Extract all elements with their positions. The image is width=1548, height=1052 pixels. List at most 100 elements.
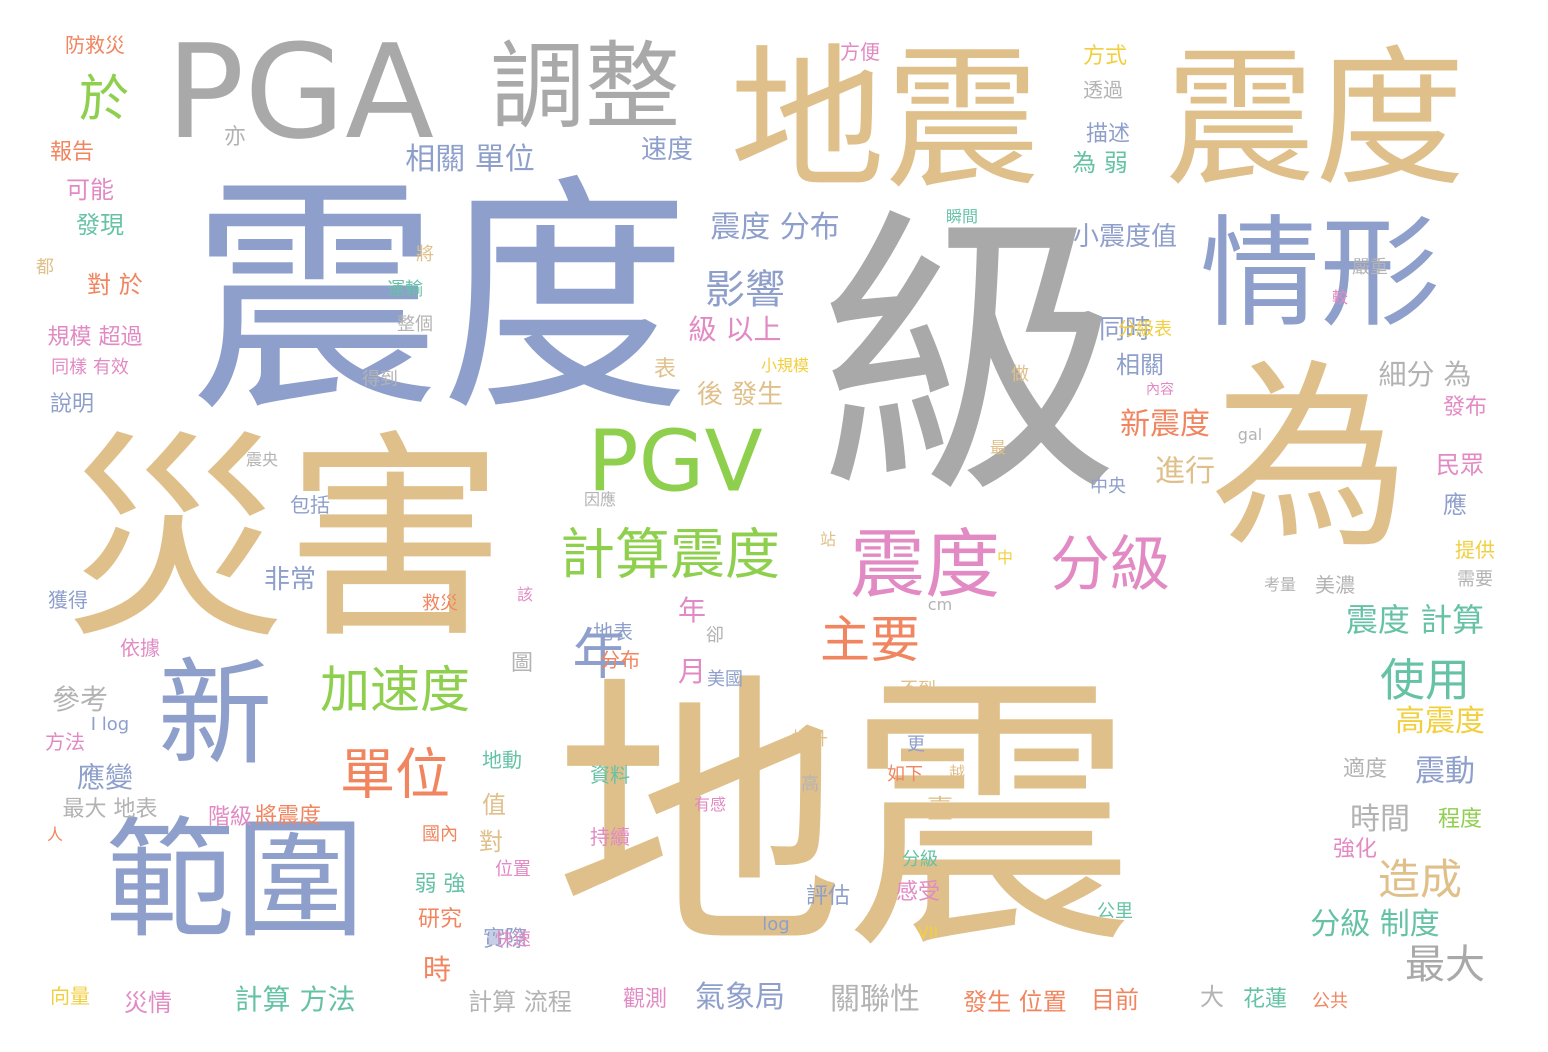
cloud-word: 最大 地表 xyxy=(62,797,158,822)
cloud-word: 非常 xyxy=(263,565,317,595)
cloud-word: 可能 xyxy=(66,176,114,204)
cloud-word: 單位 xyxy=(339,742,451,807)
cloud-word: 民眾 xyxy=(1436,451,1484,479)
cloud-word: 強化 xyxy=(1332,837,1378,862)
cloud-word: gal xyxy=(1237,425,1263,444)
cloud-word: 該 xyxy=(516,585,534,604)
cloud-word: 發布 xyxy=(1442,395,1488,420)
cloud-word: 防救災 xyxy=(65,33,125,57)
cloud-word: 對 於 xyxy=(87,271,143,299)
cloud-word: PGV xyxy=(587,412,763,512)
cloud-word: 依據 xyxy=(120,636,160,660)
cloud-word: 相關 xyxy=(1116,351,1164,379)
cloud-word: 調整 xyxy=(489,32,681,143)
cloud-word: 方便 xyxy=(840,40,880,64)
cloud-word: 高震度 xyxy=(1395,704,1485,739)
cloud-word: 應變 xyxy=(76,761,134,794)
cloud-word: 透過 xyxy=(1083,78,1123,102)
cloud-word: 報告 xyxy=(49,140,95,165)
cloud-word: I log xyxy=(90,714,130,735)
cloud-word: 適度 xyxy=(1342,757,1388,782)
cloud-word: 加速度 xyxy=(320,661,470,719)
cloud-word: 應 xyxy=(1443,491,1467,519)
cloud-word: 如下 xyxy=(887,764,923,785)
cloud-word: 觀測 xyxy=(622,987,668,1012)
cloud-word: 關聯性 xyxy=(830,982,920,1017)
cloud-word: 於 xyxy=(71,72,129,122)
cloud-word: 公里 xyxy=(1097,901,1133,922)
cloud-word: 震央 xyxy=(245,450,279,469)
cloud-word: 速度 xyxy=(640,135,694,165)
cloud-word: 為 xyxy=(1209,343,1411,576)
cloud-word: 災情 xyxy=(124,989,172,1017)
cloud-word: 級 xyxy=(820,185,1120,534)
cloud-word: 時 xyxy=(422,953,452,986)
cloud-word: 新 xyxy=(157,647,273,782)
cloud-word: 臺 xyxy=(926,795,954,825)
cloud-word: 震度 xyxy=(190,154,690,445)
cloud-word: 國內 xyxy=(422,824,458,845)
cloud-word: 最 xyxy=(989,438,1007,457)
cloud-word: 弱 強 xyxy=(414,872,466,897)
cloud-word: 災害 xyxy=(64,412,506,668)
cloud-word: 花蓮 xyxy=(1242,987,1288,1012)
cloud-word: 分級 xyxy=(902,849,938,870)
cloud-word: 使用 xyxy=(1379,653,1471,707)
cloud-word: 包括 xyxy=(290,493,330,517)
cloud-word: 震度 分布 xyxy=(710,210,840,245)
cloud-word: 分級表 xyxy=(1118,319,1172,340)
cloud-word: 造成 xyxy=(1377,855,1463,904)
cloud-word: 計算 方法 xyxy=(234,983,356,1016)
cloud-word: 人 xyxy=(46,825,64,844)
cloud-word: 方法 xyxy=(45,730,85,754)
cloud-word: 級 以上 xyxy=(688,313,782,346)
cloud-word: 為 弱 xyxy=(1072,149,1128,177)
cloud-word: 計算震度 xyxy=(559,522,781,587)
cloud-word: 參考 xyxy=(51,683,109,716)
cloud-word: 位置 xyxy=(495,859,531,880)
cloud-word: 資料 xyxy=(590,763,630,787)
cloud-word: 發現 xyxy=(76,211,124,239)
cloud-word: 亦 xyxy=(223,125,247,150)
cloud-word: 相關 單位 xyxy=(405,142,535,177)
cloud-word: 感受 xyxy=(895,880,941,905)
cloud-word: 範圍 xyxy=(104,804,366,956)
cloud-word: 分級 制度 xyxy=(1310,907,1440,942)
cloud-word: 後 發生 xyxy=(696,380,784,410)
cloud-word: 年 xyxy=(572,622,628,687)
cloud-word: 震度 xyxy=(849,520,1001,609)
cloud-word: 站 xyxy=(819,530,837,549)
cloud-word: 細分 為 xyxy=(1378,358,1472,391)
cloud-word: 將震度 xyxy=(254,804,322,829)
cloud-word: 更 xyxy=(907,734,925,755)
cloud-word: 震動 xyxy=(1415,754,1475,789)
cloud-word: 分級 xyxy=(1050,530,1170,600)
cloud-word: 規模 超過 xyxy=(47,325,143,350)
cloud-word: 越 xyxy=(948,763,966,782)
cloud-word: PGA xyxy=(165,16,435,168)
cloud-word: 將 xyxy=(416,244,434,265)
cloud-word: 瞬間 xyxy=(945,207,979,226)
cloud-word: 獲得 xyxy=(48,588,88,612)
cloud-word: 分布 xyxy=(600,648,640,672)
cloud-word: 美國 xyxy=(707,669,743,690)
cloud-word: 公共 xyxy=(1312,991,1348,1012)
cloud-word: 提供 xyxy=(1455,538,1495,562)
cloud-word: 都 xyxy=(36,257,54,278)
cloud-word: cm xyxy=(927,595,953,614)
cloud-word: 程度 xyxy=(1437,807,1483,832)
cloud-word: 嚴重 xyxy=(1352,257,1388,278)
cloud-word: 發生 位置 xyxy=(963,988,1067,1016)
cloud-word: 描述 xyxy=(1085,122,1131,147)
cloud-word: 新震度 xyxy=(1120,407,1210,442)
cloud-word: 內容 xyxy=(1146,382,1174,398)
cloud-word: 得到 xyxy=(362,369,398,390)
cloud-word: 救災 xyxy=(422,593,458,614)
cloud-word: 提升 xyxy=(792,729,828,750)
cloud-word: 對 xyxy=(479,828,503,856)
cloud-word: 計算 流程 xyxy=(468,988,572,1016)
cloud-word: 進行 xyxy=(1155,454,1215,489)
cloud-word: 地震 xyxy=(555,651,1135,988)
cloud-word: 震度 xyxy=(1164,33,1466,207)
